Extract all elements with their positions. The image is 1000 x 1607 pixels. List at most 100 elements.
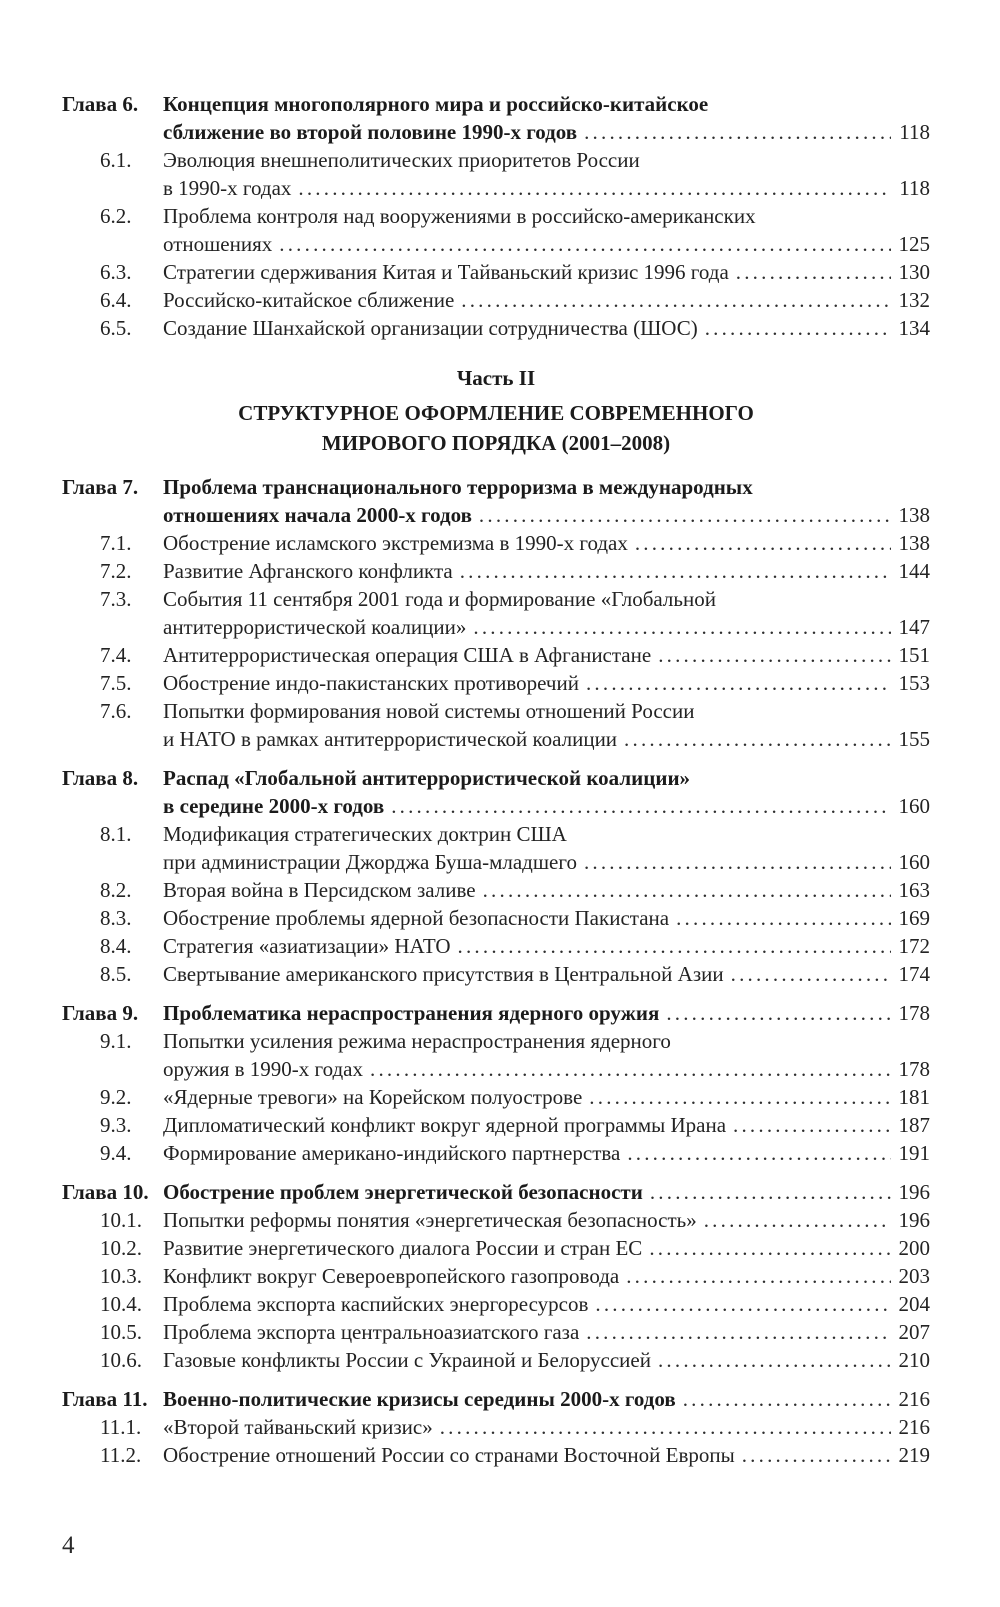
page-number: 4 [62,1532,75,1559]
dot-leader [733,1111,891,1139]
dot-leader [458,932,891,960]
toc-entry: 7.3. События 11 сентября 2001 года и форм… [62,585,930,641]
entry-number: 8.1. [100,822,132,846]
toc-entry: 8.3. Обострение проблемы ядерной безопасн… [62,904,930,932]
entry-title: Попытки усиления режима нераспространени… [163,1029,671,1053]
toc-entry-line: 7.3. События 11 сентября 2001 года и форм… [62,585,930,613]
entry-number: 7.6. [100,699,132,723]
entry-number: 10.6. [100,1348,142,1372]
dot-leader [461,286,891,314]
entry-page-number: 155 [898,727,931,751]
toc-entry: 11.1. «Второй тайваньский кризис» 216 [62,1413,930,1441]
entry-page-number: 203 [898,1264,931,1288]
part-title-line: СТРУКТУРНОЕ ОФОРМЛЕНИЕ СОВРЕМЕННОГО [238,401,754,425]
dot-leader [658,641,891,669]
entry-page-number: 130 [898,260,931,284]
dot-leader [658,1346,891,1374]
entry-title: Стратегии сдерживания Китая и Тайваньски… [163,260,729,284]
entry-number: 6.5. [100,316,132,340]
entry-title: Обострение индо-пакистанских противоречи… [163,671,579,695]
dot-leader [683,1385,891,1413]
entry-page-number: 118 [899,176,930,200]
entry-page-number: 191 [898,1141,931,1165]
entry-title: Стратегия «азиатизации» НАТО [163,934,451,958]
entry-page-number: 144 [898,559,931,583]
toc-entry: Глава 6. Концепция многополярного мира и … [62,90,930,146]
entry-page-number: 178 [898,1057,931,1081]
entry-title: Проблематика нераспространения ядерного … [163,1001,660,1025]
toc-entry-line: 7.6. Попытки формирования новой системы о… [62,697,930,725]
entry-page-number: 169 [898,906,931,930]
entry-page-number: 118 [899,120,930,144]
entry-number: 8.3. [100,906,132,930]
entry-page-number: 151 [898,643,931,667]
toc-entry-line: Глава 8. Распад «Глобальной антитеррорист… [62,764,930,792]
entry-page-number: 178 [898,1001,931,1025]
dot-leader [595,1290,891,1318]
entry-page-number: 196 [898,1208,931,1232]
toc-entry-line: 6.5. Создание Шанхайской организации сотр… [62,314,930,342]
toc-entry-line: 8.3. Обострение проблемы ядерной безопасн… [62,904,930,932]
toc-entry-line: 8.4. Стратегия «азиатизации» НАТО 172 [62,932,930,960]
toc-entry: 7.4. Антитеррористическая операция США в … [62,641,930,669]
dot-leader [705,314,891,342]
dot-leader [479,501,891,529]
toc-entry: 9.4. Формирование американо-индийского па… [62,1139,930,1167]
dot-leader [624,725,891,753]
toc-entry: 6.2. Проблема контроля над вооружениями в… [62,202,930,258]
entry-number: 9.3. [100,1113,132,1137]
toc-entry-line: 10.3. Конфликт вокруг Североевропейского … [62,1262,930,1290]
dot-leader [586,1318,891,1346]
entry-number: Глава 11. [62,1387,148,1411]
entry-title: и НАТО в рамках антитеррористической коа… [163,727,618,751]
toc-entry: 9.2. «Ядерные тревоги» на Корейском полуо… [62,1083,930,1111]
dot-leader [704,1206,891,1234]
toc-entry-line: Глава 7. Проблема транснационального терр… [62,473,930,501]
entry-title: Попытки реформы понятия «энергетическая … [163,1208,697,1232]
toc-entry-line: 8.1. Модификация стратегических доктрин С… [62,820,930,848]
dot-leader [473,613,891,641]
toc-entry-line: и НАТО в рамках антитеррористической коа… [62,725,930,753]
toc-entry-line: в середине 2000-х годов 160 [62,792,930,820]
entry-title: Проблема контроля над вооружениями в рос… [163,204,756,228]
toc-entry-line: 7.4. Антитеррористическая операция США в … [62,641,930,669]
entry-title: Обострение отношений России со странами … [163,1443,735,1467]
entry-title: Концепция многополярного мира и российск… [163,92,709,116]
toc-entry-line: 8.2. Вторая война в Персидском заливе 163 [62,876,930,904]
entry-title: Военно-политические кризисы середины 200… [163,1387,676,1411]
entry-page-number: 219 [898,1443,931,1467]
entry-title: сближение во второй половине 1990-х годо… [163,120,578,144]
dot-leader [635,529,891,557]
toc-entry: 10.2. Развитие энергетического диалога Ро… [62,1234,930,1262]
part-title-line: МИРОВОГО ПОРЯДКА (2001–2008) [321,431,671,455]
dot-leader [650,1178,891,1206]
entry-title: антитеррористической коалиции» [163,615,467,639]
entry-title: в середине 2000-х годов [163,794,385,818]
toc-entry: 8.1. Модификация стратегических доктрин С… [62,820,930,876]
toc-entry-line: 6.2. Проблема контроля над вооружениями в… [62,202,930,230]
entry-number: 10.2. [100,1236,142,1260]
entry-title: отношениях начала 2000-х годов [163,503,472,527]
entry-page-number: 160 [898,850,931,874]
entry-page-number: 216 [898,1415,931,1439]
entry-page-number: 153 [898,671,931,695]
entry-number: 6.4. [100,288,132,312]
dot-leader [627,1139,891,1167]
entry-number: 6.1. [100,148,132,172]
entry-title: Дипломатический конфликт вокруг ядерной … [163,1113,727,1137]
entry-page-number: 132 [898,288,931,312]
dot-leader [649,1234,891,1262]
entry-number: 7.3. [100,587,132,611]
toc-entry-line: 6.3. Стратегии сдерживания Китая и Тайван… [62,258,930,286]
entry-title: Свертывание американского присутствия в … [163,962,724,986]
entry-title: Развитие энергетического диалога России … [163,1236,643,1260]
entry-number: Глава 7. [62,475,139,499]
entry-number: 7.4. [100,643,132,667]
entry-number: Глава 10. [62,1180,149,1204]
part-heading: Часть II СТРУКТУРНОЕ ОФОРМЛЕНИЕ СОВРЕМЕНН… [62,363,930,458]
toc-entry: 6.1. Эволюция внешнеполитических приорите… [62,146,930,202]
entry-page-number: 210 [898,1348,931,1372]
entry-number: Глава 6. [62,92,139,116]
entry-title: Конфликт вокруг Североевропейского газоп… [163,1264,620,1288]
toc-entry-line: 9.4. Формирование американо-индийского па… [62,1139,930,1167]
